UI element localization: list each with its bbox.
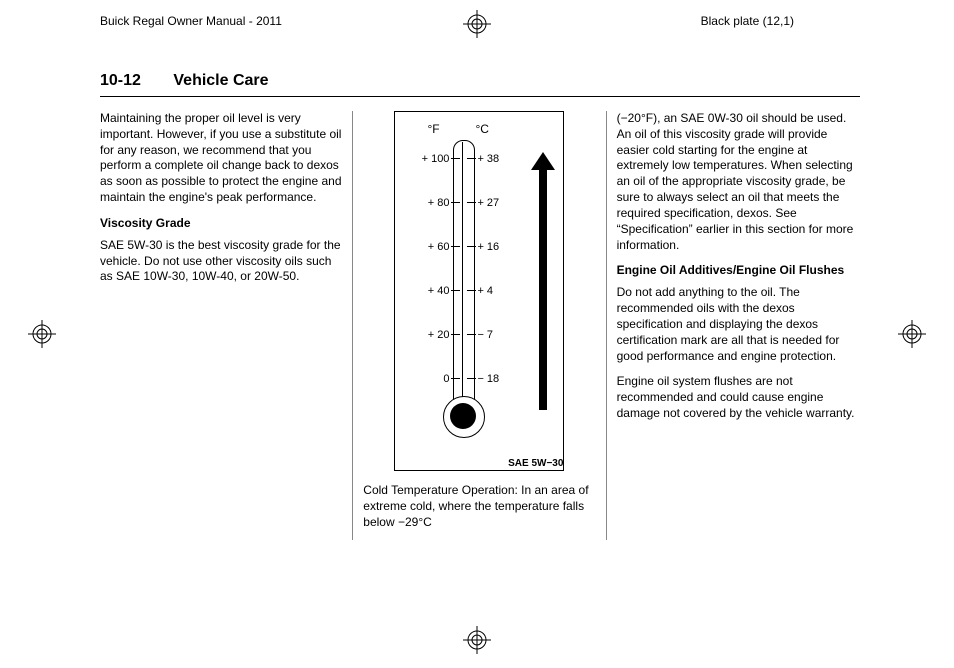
c-tick-label: − 18 bbox=[477, 372, 517, 387]
c-tick-label: + 16 bbox=[477, 240, 517, 255]
section-title: Vehicle Care bbox=[173, 72, 268, 89]
f-tick bbox=[451, 246, 460, 247]
column-2: °F °C + 100 + 80 + 60 + 40 + 20 0 bbox=[353, 111, 606, 540]
page-content: 10-12 Vehicle Care Maintaining the prope… bbox=[100, 72, 860, 540]
f-tick bbox=[451, 158, 460, 159]
arrow-shaft bbox=[539, 166, 547, 410]
c-tick bbox=[467, 290, 476, 291]
f-tick bbox=[451, 334, 460, 335]
f-tick bbox=[451, 378, 460, 379]
page-header: 10-12 Vehicle Care bbox=[100, 72, 860, 97]
page-number: 10-12 bbox=[100, 72, 141, 89]
c-tick bbox=[467, 202, 476, 203]
col1-heading: Viscosity Grade bbox=[100, 216, 342, 232]
range-arrow bbox=[533, 152, 553, 422]
c-tick bbox=[467, 334, 476, 335]
f-tick-label: + 60 bbox=[397, 240, 449, 255]
f-tick-label: + 40 bbox=[397, 284, 449, 299]
col3-para1: (−20°F), an SAE 0W-30 oil should be used… bbox=[617, 111, 860, 253]
body-columns: Maintaining the proper oil level is very… bbox=[100, 111, 860, 540]
col3-heading: Engine Oil Additives/Engine Oil Flushes bbox=[617, 263, 860, 279]
figure-caption: Cold Temperature Operation: In an area o… bbox=[363, 483, 595, 530]
f-tick-label: 0 bbox=[397, 372, 449, 387]
c-tick bbox=[467, 378, 476, 379]
f-tick-label: + 80 bbox=[397, 196, 449, 211]
col3-para2: Do not add anything to the oil. The reco… bbox=[617, 285, 860, 364]
celsius-scale: + 38 + 27 + 16 + 4 − 7 − 18 bbox=[477, 152, 517, 392]
registration-mark-top bbox=[463, 10, 491, 38]
thermometer-frame: °F °C + 100 + 80 + 60 + 40 + 20 0 bbox=[394, 111, 564, 471]
column-1: Maintaining the proper oil level is very… bbox=[100, 111, 353, 540]
fahrenheit-scale: + 100 + 80 + 60 + 40 + 20 0 bbox=[397, 152, 449, 392]
thermometer-centerline bbox=[462, 142, 463, 408]
f-tick bbox=[451, 290, 460, 291]
c-tick-label: + 27 bbox=[477, 196, 517, 211]
col1-para1: Maintaining the proper oil level is very… bbox=[100, 111, 342, 206]
column-3: (−20°F), an SAE 0W-30 oil should be used… bbox=[607, 111, 860, 540]
c-tick bbox=[467, 158, 476, 159]
f-tick-label: + 100 bbox=[397, 152, 449, 167]
registration-mark-left bbox=[28, 320, 56, 348]
sae-grade-label: SAE 5W−30 bbox=[508, 457, 563, 470]
manual-title: Buick Regal Owner Manual - 2011 bbox=[100, 14, 282, 28]
c-tick-label: − 7 bbox=[477, 328, 517, 343]
registration-mark-bottom bbox=[463, 626, 491, 654]
col1-para2: SAE 5W-30 is the best viscosity grade fo… bbox=[100, 238, 342, 285]
c-tick bbox=[467, 246, 476, 247]
c-tick-label: + 4 bbox=[477, 284, 517, 299]
celsius-unit: °C bbox=[475, 122, 488, 138]
c-tick-label: + 38 bbox=[477, 152, 517, 167]
fahrenheit-unit: °F bbox=[427, 122, 439, 138]
thermometer-figure: °F °C + 100 + 80 + 60 + 40 + 20 0 bbox=[363, 111, 595, 471]
col3-para3: Engine oil system flushes are not recomm… bbox=[617, 374, 860, 421]
f-tick-label: + 20 bbox=[397, 328, 449, 343]
thermometer-tube bbox=[453, 140, 475, 412]
f-tick bbox=[451, 202, 460, 203]
plate-label: Black plate (12,1) bbox=[701, 14, 794, 28]
registration-mark-right bbox=[898, 320, 926, 348]
